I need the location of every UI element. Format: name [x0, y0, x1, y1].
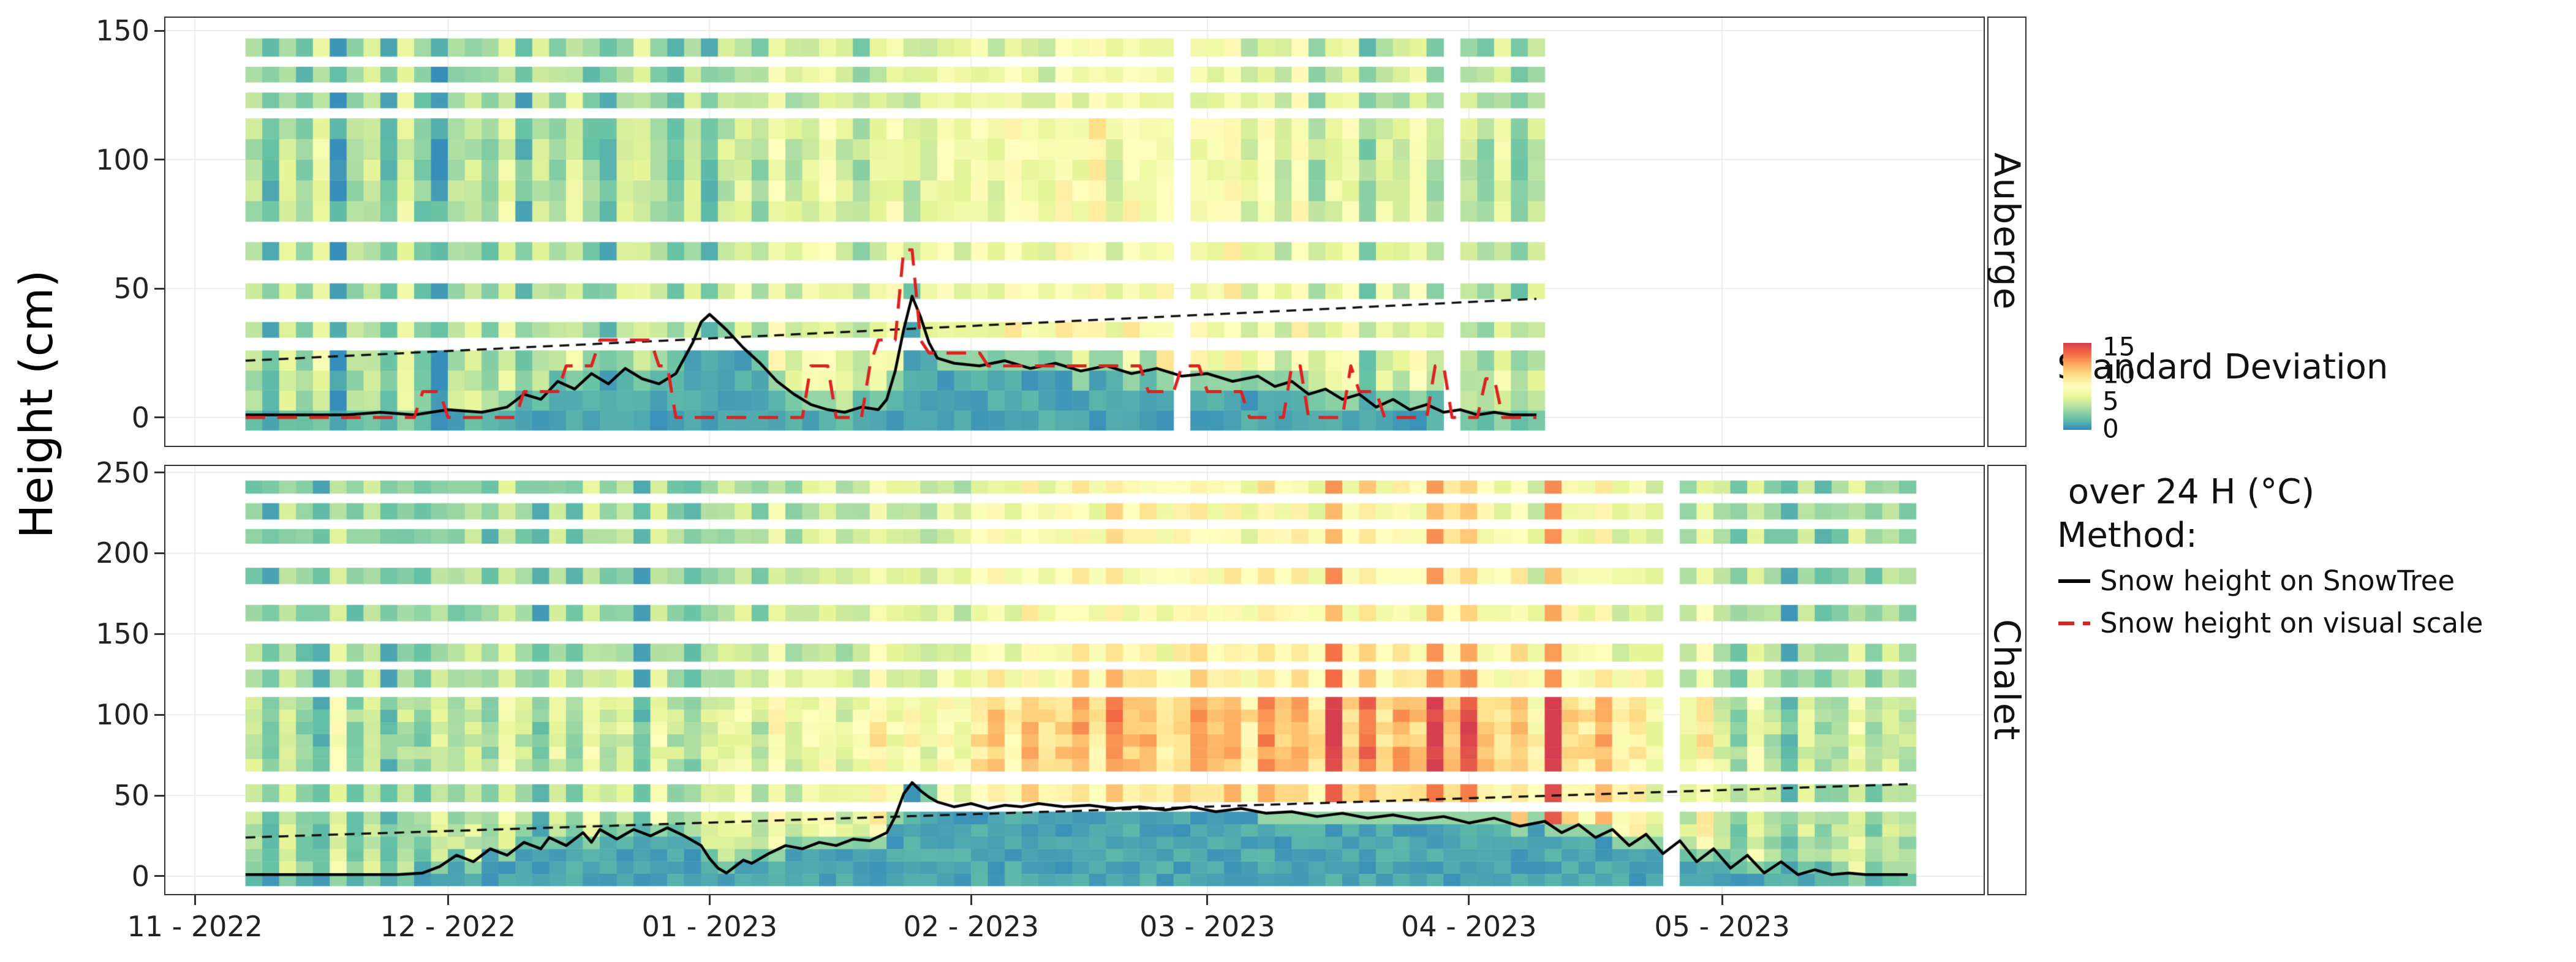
method-legend: Snow height on SnowTree Snow height on vi… — [2058, 565, 2483, 639]
y-tick-mark — [154, 552, 164, 554]
y-tick-mark — [154, 794, 164, 797]
y-tick-mark — [154, 472, 164, 474]
facet-strip-chalet: Chalet — [1986, 465, 2028, 895]
method-label: Snow height on SnowTree — [2100, 565, 2455, 597]
colorbar-title-line2: over 24 H (°C) — [2057, 472, 2315, 512]
x-tick-mark — [447, 895, 449, 905]
x-tick-mark — [1206, 895, 1209, 905]
y-tick-mark — [154, 416, 164, 419]
colorbar-gradient — [2063, 343, 2091, 430]
x-tick-label: 11 - 2022 — [127, 910, 263, 943]
y-tick-label: 50 — [113, 272, 149, 306]
panel-chalet — [164, 465, 1985, 895]
y-tick-label: 100 — [96, 698, 149, 732]
colorbar-tick-label: 15 — [2102, 331, 2136, 362]
y-tick-label: 150 — [96, 14, 149, 48]
facet-label-chalet: Chalet — [1986, 618, 2028, 742]
facet-strip-auberge: Auberge — [1986, 17, 2028, 447]
panel-auberge — [164, 17, 1985, 447]
x-tick-label: 05 - 2023 — [1654, 910, 1790, 943]
y-tick-mark — [154, 159, 164, 161]
method-item: Snow height on SnowTree — [2058, 565, 2483, 597]
facet-label-auberge: Auberge — [1986, 152, 2028, 311]
y-tick-label: 200 — [96, 536, 149, 570]
y-tick-label: 0 — [131, 859, 149, 893]
x-tick-mark — [1721, 895, 1723, 905]
colorbar-tick-label: 0 — [2102, 413, 2119, 444]
method-line-sample — [2058, 621, 2090, 625]
x-tick-label: 03 - 2023 — [1139, 910, 1275, 943]
x-tick-mark — [708, 895, 711, 905]
y-tick-label: 150 — [96, 617, 149, 651]
y-tick-mark — [154, 29, 164, 32]
y-tick-label: 0 — [131, 400, 149, 434]
y-tick-mark — [154, 287, 164, 290]
heatmap-canvas-chalet — [165, 466, 1984, 894]
y-tick-label: 50 — [113, 779, 149, 813]
x-tick-mark — [194, 895, 196, 905]
method-line-sample — [2058, 579, 2090, 583]
y-tick-mark — [154, 713, 164, 716]
method-title: Method: — [2057, 516, 2197, 555]
x-tick-label: 04 - 2023 — [1401, 910, 1537, 943]
y-tick-mark — [154, 633, 164, 635]
y-tick-label: 100 — [96, 143, 149, 176]
heatmap-canvas-auberge — [165, 18, 1984, 446]
colorbar-tick-label: 5 — [2102, 386, 2119, 416]
x-tick-mark — [1468, 895, 1470, 905]
x-tick-mark — [970, 895, 972, 905]
x-tick-label: 01 - 2023 — [641, 910, 778, 943]
y-tick-label: 250 — [96, 456, 149, 489]
colorbar-title: Standard Deviation over 24 H (°C) — [2057, 263, 2388, 596]
x-tick-label: 12 - 2022 — [380, 910, 516, 943]
method-item: Snow height on visual scale — [2058, 607, 2483, 639]
x-tick-label: 02 - 2023 — [903, 910, 1039, 943]
colorbar-tick-label: 10 — [2102, 359, 2136, 389]
method-label: Snow height on visual scale — [2100, 607, 2483, 639]
y-tick-mark — [154, 875, 164, 877]
